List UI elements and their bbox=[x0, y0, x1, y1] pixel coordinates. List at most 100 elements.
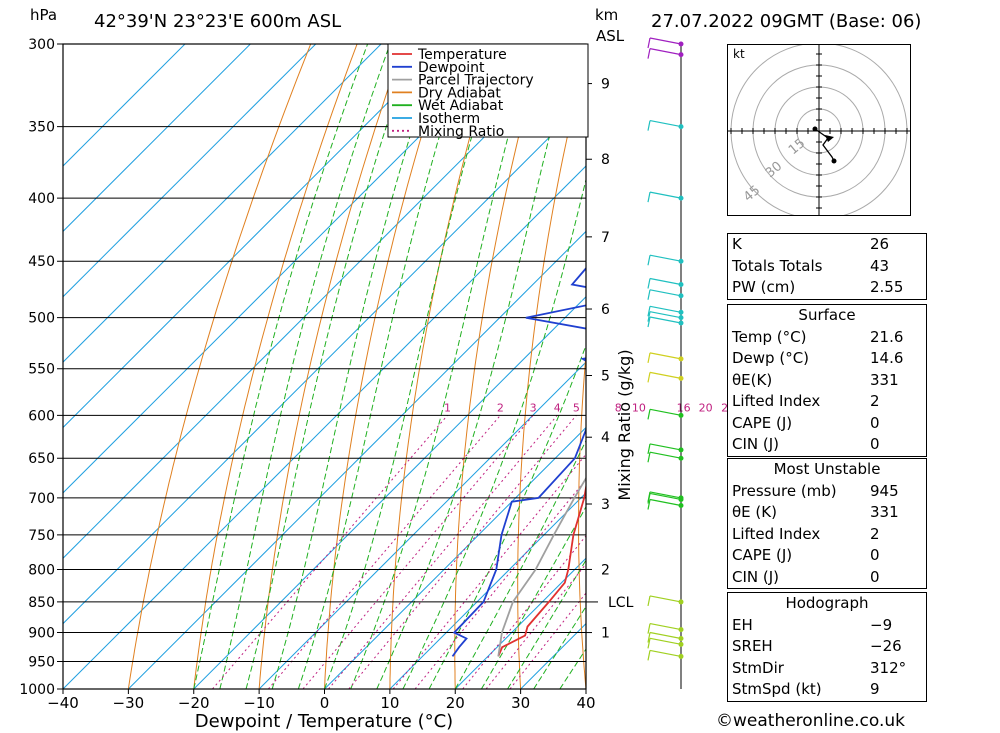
wet-adiabat-line bbox=[193, 44, 369, 689]
most-unstable-row: θE (K) 331 bbox=[732, 503, 899, 521]
mixing-ratio-axis-title: Mixing Ratio (g/kg) bbox=[615, 349, 634, 500]
km-tick-label: 5 bbox=[601, 368, 610, 384]
datetime-title: 27.07.2022 09GMT (Base: 06) bbox=[651, 11, 921, 32]
legend-label: Dry Adiabat bbox=[418, 85, 501, 101]
surface-row: Dewp (°C) 14.6 bbox=[732, 349, 904, 367]
km-tick-label: 7 bbox=[601, 230, 610, 246]
km-tick-label: 3 bbox=[601, 497, 610, 513]
pressure-tick-label: 550 bbox=[28, 362, 55, 378]
km-tick-label: 6 bbox=[601, 302, 610, 318]
wet-adiabat-line bbox=[297, 44, 468, 689]
wind-barb bbox=[647, 48, 684, 59]
dry-adiabat-line bbox=[454, 44, 543, 689]
mixing-ratio-line bbox=[328, 414, 558, 689]
wet-adiabat-line bbox=[454, 439, 586, 689]
most-unstable-title: Most Unstable bbox=[773, 460, 881, 478]
surface-row: Temp (°C) 21.6 bbox=[732, 327, 904, 346]
mixing-ratio-label: 5 bbox=[573, 401, 580, 414]
x-tick-label: −40 bbox=[47, 694, 79, 712]
pressure-tick-label: 750 bbox=[28, 528, 55, 544]
isotherm-line bbox=[63, 44, 317, 298]
storm-motion-marker bbox=[825, 135, 834, 142]
wind-barb bbox=[647, 631, 684, 643]
most-unstable-panel: Most Unstable Pressure (mb) 945 θE (K) 331… bbox=[727, 458, 927, 589]
wet-adiabat-line bbox=[428, 343, 586, 689]
mixing-ratio-line bbox=[392, 453, 586, 689]
wind-barb bbox=[647, 37, 684, 49]
hodograph-table-title: Hodograph bbox=[785, 594, 869, 612]
wind-barb bbox=[647, 311, 684, 322]
pressure-tick-label: 900 bbox=[28, 626, 55, 642]
pressure-tick-label: 600 bbox=[28, 408, 55, 424]
hodograph-table: Hodograph EH −9 SREH −26 StmDir 312° StmSpd… bbox=[727, 592, 927, 702]
km-tick-label: 4 bbox=[601, 430, 610, 446]
credit-link[interactable]: ©weatheronline.co.uk bbox=[716, 711, 906, 731]
wind-barb bbox=[647, 277, 684, 289]
hodograph-point bbox=[831, 158, 837, 164]
surface-panel: Surface Temp (°C) 21.6 Dewp (°C) 14.6 θE(K… bbox=[727, 304, 927, 457]
isotherm-line bbox=[63, 44, 447, 429]
legend-label: Mixing Ratio bbox=[418, 124, 504, 140]
index-row-totals: Totals Totals 43 bbox=[732, 256, 890, 275]
pressure-tick-label: 500 bbox=[28, 311, 55, 327]
series-parcel-trajectory bbox=[497, 476, 586, 657]
x-tick-label: 20 bbox=[446, 694, 465, 712]
surface-row: CIN (J) 0 bbox=[732, 435, 880, 453]
hodograph-plot: kt 15 30 45 bbox=[728, 42, 910, 220]
x-tick-label: −30 bbox=[113, 694, 145, 712]
isotherm-line bbox=[63, 165, 586, 689]
hodograph-unit: kt bbox=[733, 47, 745, 61]
wind-barb bbox=[647, 289, 684, 300]
isotherm-line bbox=[128, 230, 586, 689]
wind-barb bbox=[647, 649, 684, 661]
series-temperature bbox=[497, 482, 586, 657]
wet-adiabat-line bbox=[480, 505, 586, 689]
wind-barb bbox=[647, 371, 684, 383]
wind-barb bbox=[647, 595, 684, 607]
most-unstable-row: Lifted Index 2 bbox=[732, 524, 880, 543]
isotherm-line bbox=[324, 426, 586, 689]
wet-adiabat-line bbox=[350, 44, 534, 689]
mixing-ratio-label: 1 bbox=[444, 401, 451, 414]
legend-label: Wet Adiabat bbox=[418, 98, 504, 114]
axis-labels: 1234581016202530035040045050055060065070… bbox=[19, 37, 735, 712]
wind-barb bbox=[647, 316, 684, 328]
wind-barb bbox=[647, 443, 684, 455]
hodograph: kt 15 30 45 bbox=[727, 42, 911, 220]
x-axis-title: Dewpoint / Temperature (°C) bbox=[195, 711, 453, 732]
isotherm-line bbox=[63, 99, 586, 625]
pressure-tick-label: 700 bbox=[28, 491, 55, 507]
hodograph-row: EH −9 bbox=[732, 615, 893, 634]
wet-adiabat-line bbox=[402, 177, 586, 689]
pressure-tick-label: 800 bbox=[28, 562, 55, 578]
wind-barb bbox=[647, 352, 684, 364]
most-unstable-row: CIN (J) 0 bbox=[732, 567, 880, 586]
mixing-ratio-label: 4 bbox=[554, 401, 561, 414]
height-unit-label-2: ASL bbox=[596, 27, 625, 45]
hodograph-ring-label-15: 15 bbox=[786, 136, 808, 158]
surface-row: θE(K) 331 bbox=[732, 370, 899, 389]
mixing-ratio-line bbox=[348, 414, 577, 689]
x-tick-label: 40 bbox=[576, 694, 595, 712]
km-tick-label: 9 bbox=[601, 77, 610, 93]
mixing-ratio-label: 10 bbox=[632, 401, 646, 414]
x-tick-label: −10 bbox=[243, 694, 275, 712]
wind-barb bbox=[647, 498, 684, 510]
wind-barb bbox=[647, 622, 684, 634]
mixing-ratio-line bbox=[268, 414, 501, 689]
profile-lines bbox=[451, 266, 586, 657]
hodograph-row: StmDir 312° bbox=[732, 658, 907, 677]
hodograph-row: StmSpd (kt) 9 bbox=[732, 680, 880, 698]
mixing-ratio-label: 20 bbox=[699, 401, 713, 414]
pressure-tick-label: 400 bbox=[28, 191, 55, 207]
legend-label: Isotherm bbox=[418, 111, 480, 127]
indices-panel: K 26 Totals Totals 43 PW (cm) 2.55 bbox=[727, 233, 927, 300]
hodograph-ring-label-45: 45 bbox=[741, 183, 763, 205]
most-unstable-row: Pressure (mb) 945 bbox=[732, 481, 899, 500]
hodograph-trace bbox=[814, 128, 835, 162]
isotherm-line bbox=[63, 44, 382, 363]
pressure-tick-label: 450 bbox=[28, 254, 55, 270]
dry-adiabat-line bbox=[695, 44, 728, 689]
pressure-unit-label: hPa bbox=[30, 6, 57, 24]
pressure-tick-label: 1000 bbox=[19, 682, 55, 698]
